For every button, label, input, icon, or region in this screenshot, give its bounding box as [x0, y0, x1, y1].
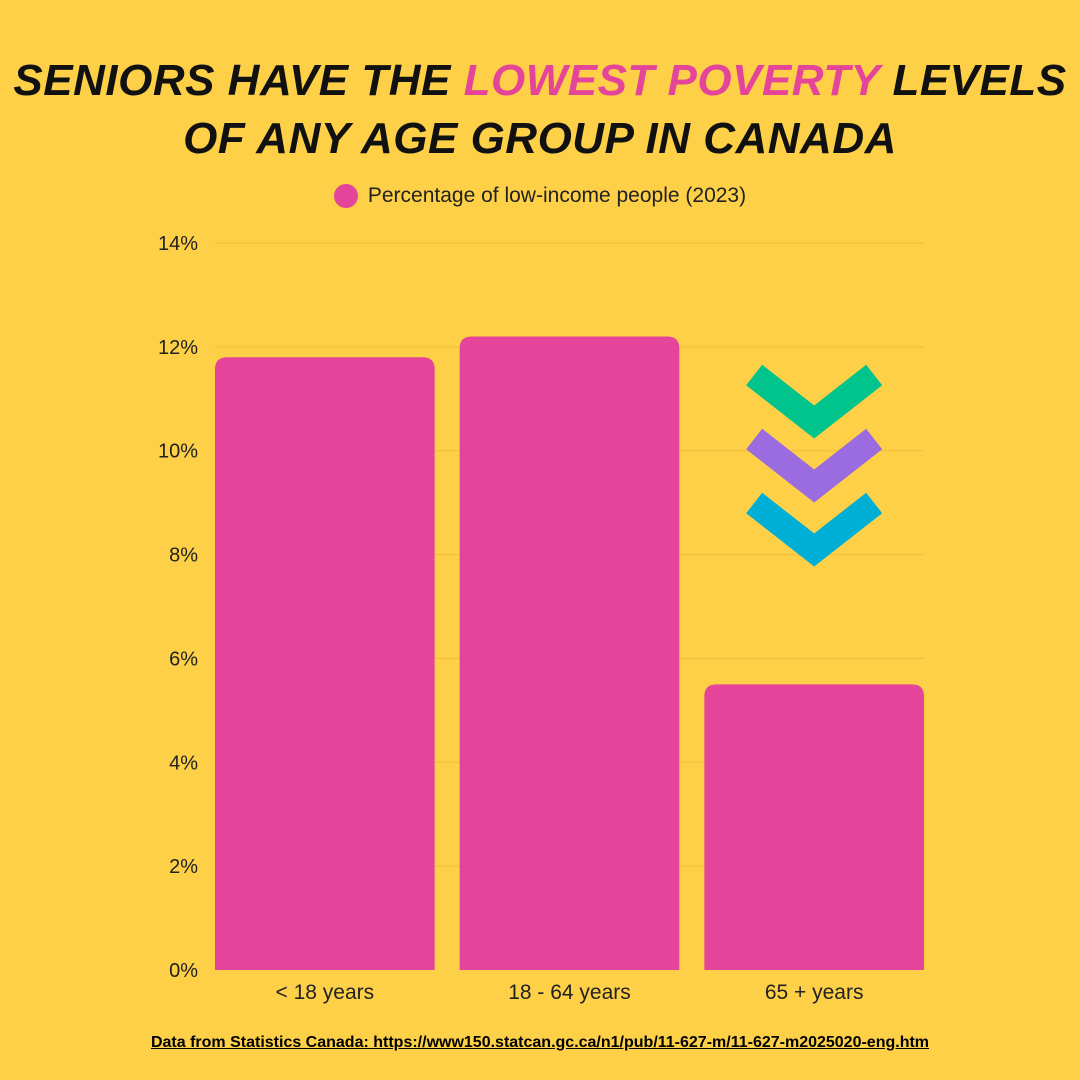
y-tick-label: 6%: [169, 648, 198, 670]
y-tick-label: 0%: [169, 960, 198, 982]
title-line-1: SENIORS HAVE THE LOWEST POVERTY LEVELS: [0, 52, 1080, 110]
title-line1-before: SENIORS HAVE THE: [13, 56, 464, 105]
bar: [704, 684, 924, 970]
bar: [459, 336, 680, 970]
legend-label: Percentage of low-income people (2023): [367, 184, 747, 207]
y-tick-label: 4%: [169, 752, 198, 774]
y-tick-label: 12%: [158, 337, 198, 359]
chart-legend: Percentage of low-income people (2023): [0, 184, 1080, 208]
title-accent: LOWEST POVERTY: [463, 56, 880, 105]
source-citation[interactable]: Data from Statistics Canada: https://www…: [150, 1034, 930, 1051]
y-tick-label: 8%: [169, 545, 198, 567]
y-tick-label: 2%: [169, 856, 198, 878]
title-line-2: OF ANY AGE GROUP IN CANADA: [183, 114, 897, 163]
legend-marker: [333, 184, 358, 208]
x-tick-label: 65 + years: [765, 981, 864, 1004]
y-tick-label: 14%: [158, 233, 198, 255]
bar: [215, 357, 435, 970]
title-line1-after: LEVELS: [879, 56, 1067, 105]
chevron-down-icon: [746, 428, 883, 503]
chevron-down-icon: [746, 364, 883, 439]
y-tick-label: 10%: [158, 441, 198, 463]
chevron-down-icon: [746, 492, 883, 567]
x-tick-label: < 18 years: [276, 981, 375, 1004]
chart-title: SENIORS HAVE THE LOWEST POVERTY LEVELS O…: [0, 52, 1080, 168]
x-tick-label: 18 - 64 years: [508, 981, 631, 1004]
